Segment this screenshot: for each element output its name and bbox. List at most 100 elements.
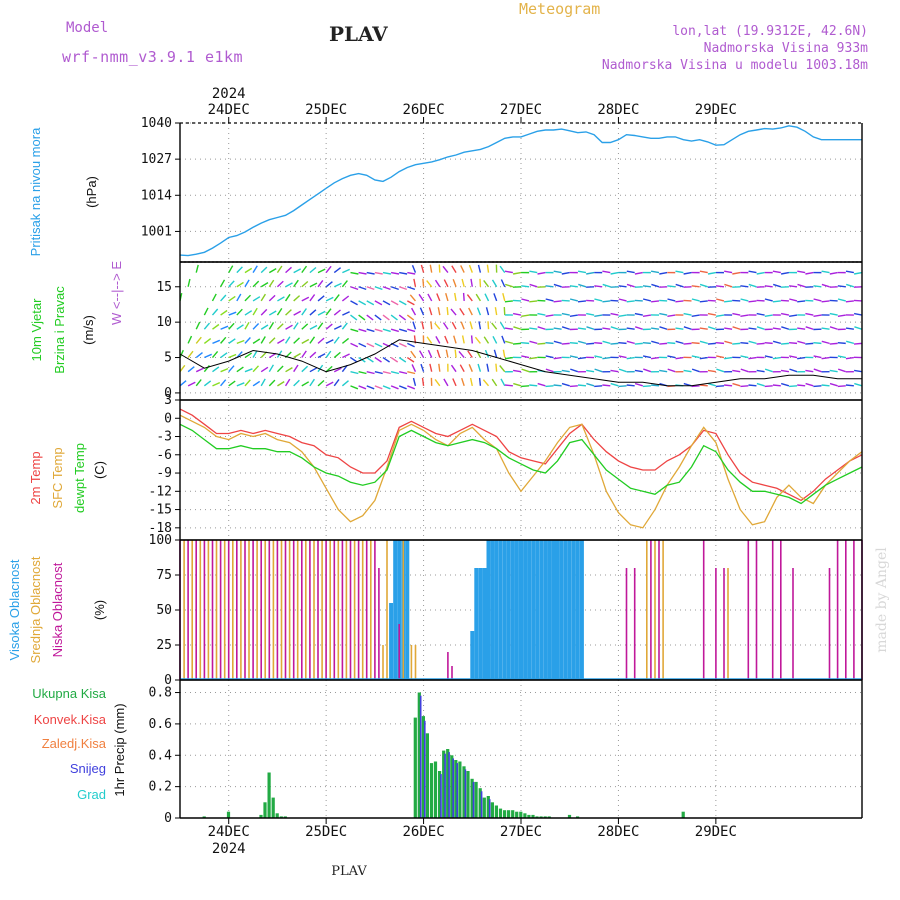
- wind-arrow: [642, 385, 651, 388]
- wind-arrow: [772, 356, 781, 360]
- wind-arrow: [293, 337, 300, 344]
- cloud-low-bar: [702, 540, 705, 680]
- temperature-ytick-label: -15: [149, 503, 172, 518]
- precip-total-bar: [498, 808, 503, 818]
- wind-panel: 0 5 10 15: [156, 262, 862, 401]
- wind-arrow: [374, 286, 383, 291]
- wind-arrow: [553, 384, 562, 387]
- precip-snow-bar: [444, 753, 446, 818]
- wind-arrow: [813, 285, 822, 288]
- precip-total-bar: [458, 761, 462, 818]
- wind-arrow: [461, 335, 465, 344]
- wind-arrow: [301, 296, 310, 302]
- wind-arrow: [459, 364, 465, 373]
- wind-arrow: [691, 285, 700, 288]
- wind-arrow: [219, 279, 226, 288]
- wind-arrow: [504, 327, 513, 330]
- wind-arrow: [450, 308, 457, 316]
- wind-arrow: [445, 349, 449, 358]
- wind-arrow: [837, 385, 846, 388]
- wind-arrow: [845, 270, 855, 274]
- wind-arrow: [764, 368, 773, 373]
- wind-arrow: [577, 300, 587, 303]
- wind-arrow: [764, 342, 773, 345]
- wind-arrow: [341, 337, 350, 344]
- wind-arrow: [477, 264, 482, 273]
- clouds-ytick-label: 100: [149, 533, 172, 548]
- wind-arrow: [244, 368, 253, 373]
- wind-arrow: [422, 278, 425, 287]
- wind-arrow: [748, 356, 757, 360]
- wind-arrow: [220, 379, 227, 387]
- precip-snow-bar: [419, 695, 422, 818]
- precip-total-bar: [446, 749, 450, 818]
- wind-arrow: [212, 279, 214, 287]
- wind-arrow: [487, 321, 490, 330]
- wind-arrow: [244, 279, 250, 288]
- wind-arrow: [667, 368, 676, 373]
- cloud-high-bar: [579, 540, 584, 680]
- wind-arrow: [453, 335, 457, 344]
- temperature-ytick-label: 3: [164, 393, 172, 408]
- wind-arrow: [382, 356, 390, 363]
- wind-arrow: [634, 312, 643, 316]
- wind-arrow: [252, 380, 261, 387]
- precip-total-bar: [470, 778, 474, 818]
- wind-arrow: [374, 356, 382, 363]
- cloud-high-bar: [389, 603, 394, 680]
- sfc-temp-ylabel: SFC Temp: [50, 447, 65, 508]
- wind-arrow: [594, 298, 603, 302]
- precip-total-bar: [450, 755, 454, 818]
- pressure-unit: (hPa): [84, 176, 99, 208]
- wind-arrow: [553, 327, 562, 330]
- wind-arrow: [444, 335, 449, 344]
- cloud-mid-bar: [223, 540, 226, 680]
- cloud-low-bar: [755, 540, 758, 680]
- wind-arrow: [411, 364, 417, 372]
- cloud-low-bar: [780, 540, 782, 680]
- wind-arrow: [797, 270, 806, 274]
- clouds-ytick-label: 25: [156, 638, 172, 653]
- wind-arrow: [618, 385, 627, 388]
- wind-arrow: [512, 369, 522, 373]
- cloud-low-bar: [633, 568, 636, 680]
- precip-total-bar: [543, 816, 547, 818]
- cloud-low-bar: [325, 540, 327, 680]
- wind-arrow: [772, 300, 781, 303]
- pressure-panel: 1001 1014 1027 1040: [141, 116, 862, 262]
- wind-arrow: [829, 382, 838, 387]
- wind-arrow: [805, 326, 814, 330]
- cloud-high-bar: [567, 540, 572, 680]
- dewpoint-line: [179, 423, 863, 505]
- wind-arrow: [211, 293, 217, 302]
- wind-arrow: [505, 340, 514, 345]
- wind-arrow: [740, 285, 749, 288]
- wind-arrow: [293, 352, 301, 359]
- wind-arrow: [732, 299, 741, 302]
- wind-arrow: [412, 321, 417, 330]
- precip-ylabel: 1hr Precip (mm): [112, 703, 127, 796]
- top-date-label: 29DEC: [695, 102, 737, 118]
- wind-arrow: [602, 300, 611, 303]
- wind-arrow: [732, 369, 741, 373]
- wind-arrow: [813, 368, 822, 373]
- cloud-mid-bar: [337, 540, 340, 680]
- wind-arrow: [740, 355, 749, 359]
- wind-arrow: [333, 267, 342, 274]
- cloud-low-bar: [341, 540, 344, 680]
- wind-arrow: [398, 300, 407, 306]
- wind-arrow: [618, 285, 627, 288]
- wind-arrow: [468, 264, 473, 273]
- wind-arrow: [683, 342, 692, 345]
- precip-snow-bar: [464, 769, 467, 818]
- cloud-low-bar: [276, 540, 279, 680]
- wind-arrow: [805, 312, 814, 316]
- wind-arrow: [421, 377, 425, 386]
- wind-arrow: [260, 293, 266, 302]
- wind-arrow: [277, 296, 285, 302]
- wind-arrow: [561, 271, 570, 275]
- wind-arrow: [382, 371, 391, 375]
- wind-arrow: [642, 355, 652, 359]
- sfc-temp-line: [179, 414, 863, 529]
